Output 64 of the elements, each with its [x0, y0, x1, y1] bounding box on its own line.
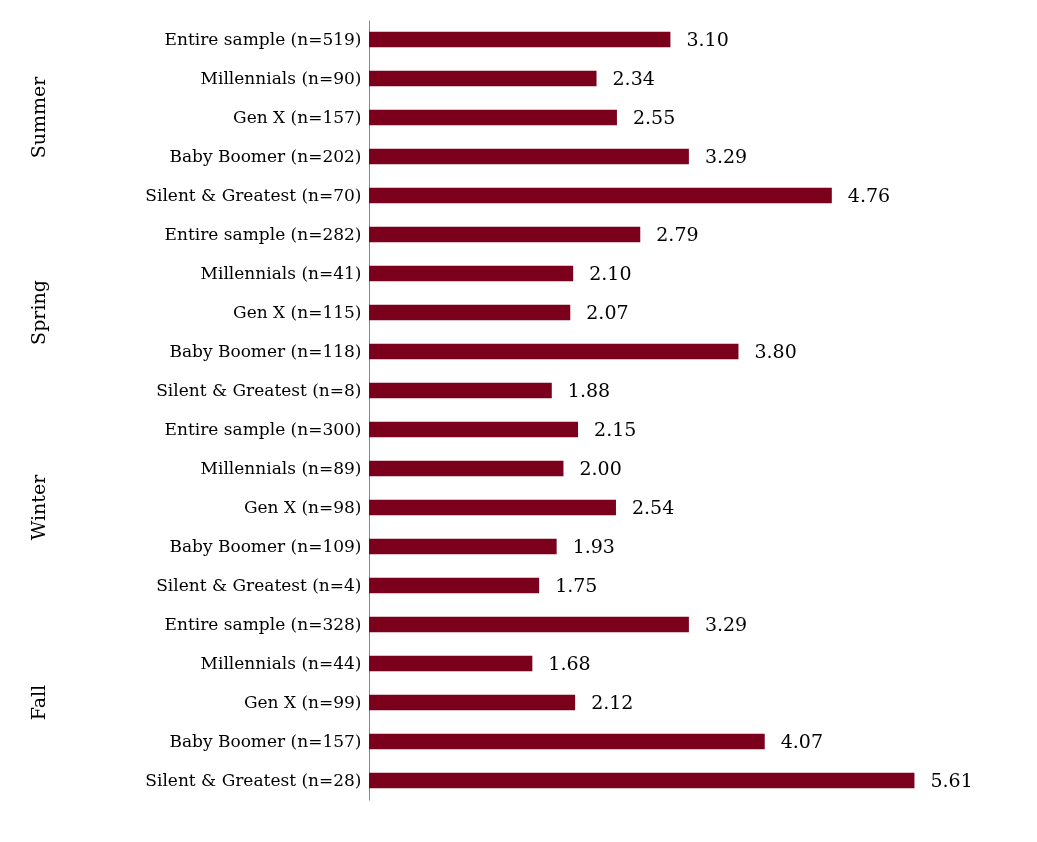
- y-tick-label: Gen X (n=99): [243, 691, 362, 712]
- bar: [369, 694, 576, 711]
- bar: [369, 382, 552, 399]
- data-label: 1.68: [548, 651, 591, 674]
- y-tick-label: Silent & Greatest (n=4): [156, 574, 362, 595]
- data-label: 1.93: [572, 534, 615, 557]
- bar: [369, 616, 689, 633]
- data-label: 3.29: [704, 144, 748, 167]
- y-tick-label: Entire sample (n=300): [164, 418, 362, 439]
- text: Fall: [27, 684, 49, 721]
- data-label: 4.76: [847, 183, 891, 206]
- bar: [369, 265, 574, 282]
- bar: [369, 304, 571, 321]
- y-tick-label: Millennials (n=44): [200, 652, 362, 673]
- text: Summer: [27, 75, 49, 159]
- data-label: 3.80: [754, 339, 797, 362]
- y-tick-label: Gen X (n=115): [233, 301, 362, 322]
- bar: [369, 499, 616, 516]
- data-label: 2.54: [631, 495, 675, 518]
- y-tick-label: Entire sample (n=282): [164, 223, 362, 244]
- y-tick-label: Baby Boomer (n=109): [169, 535, 362, 556]
- y-tick-label: Baby Boomer (n=202): [169, 145, 362, 166]
- data-label: 3.29: [704, 612, 748, 635]
- data-label: 2.07: [586, 300, 629, 323]
- bar: [369, 148, 689, 165]
- y-tick-label: Entire sample (n=328): [164, 613, 362, 634]
- bar: [369, 772, 915, 789]
- y-tick-label: Silent & Greatest (n=8): [156, 379, 362, 400]
- bar: [369, 343, 739, 360]
- data-label: 2.12: [591, 690, 634, 713]
- bar: [369, 538, 557, 555]
- y-tick-label: Millennials (n=90): [200, 67, 362, 88]
- data-label: 2.15: [594, 417, 637, 440]
- bar: [369, 733, 765, 750]
- data-label: 1.88: [567, 378, 611, 401]
- y-tick-label: Silent & Greatest (n=70): [145, 184, 362, 205]
- text: Spring: [27, 280, 49, 345]
- y-tick-label: Gen X (n=98): [243, 496, 362, 517]
- y-tick-label: Baby Boomer (n=118): [169, 340, 362, 361]
- data-label: 2.79: [656, 222, 699, 245]
- text: Winter: [27, 473, 49, 541]
- bar: [369, 421, 579, 438]
- data-label: 2.34: [612, 66, 655, 89]
- data-label: 2.55: [632, 105, 676, 128]
- bar: [369, 31, 671, 48]
- y-tick-label: Baby Boomer (n=157): [169, 730, 362, 751]
- bar: [369, 577, 540, 594]
- bar: [369, 226, 641, 243]
- y-tick-label: Entire sample (n=519): [164, 28, 362, 49]
- data-label: 2.00: [579, 456, 622, 479]
- y-tick-label: Millennials (n=89): [200, 457, 362, 478]
- data-label: 5.61: [930, 768, 973, 791]
- y-tick-label: Millennials (n=41): [200, 262, 362, 283]
- data-label: 1.75: [555, 573, 598, 596]
- bar: [369, 460, 564, 477]
- y-tick-label: Silent & Greatest (n=28): [145, 769, 362, 790]
- data-label: 4.07: [780, 729, 824, 752]
- bar: [369, 109, 617, 126]
- data-label: 2.10: [589, 261, 632, 284]
- data-label: 3.10: [686, 27, 729, 50]
- bar: [369, 187, 832, 204]
- bar: [369, 70, 597, 87]
- y-tick-label: Gen X (n=157): [233, 106, 362, 127]
- bar: [369, 655, 533, 672]
